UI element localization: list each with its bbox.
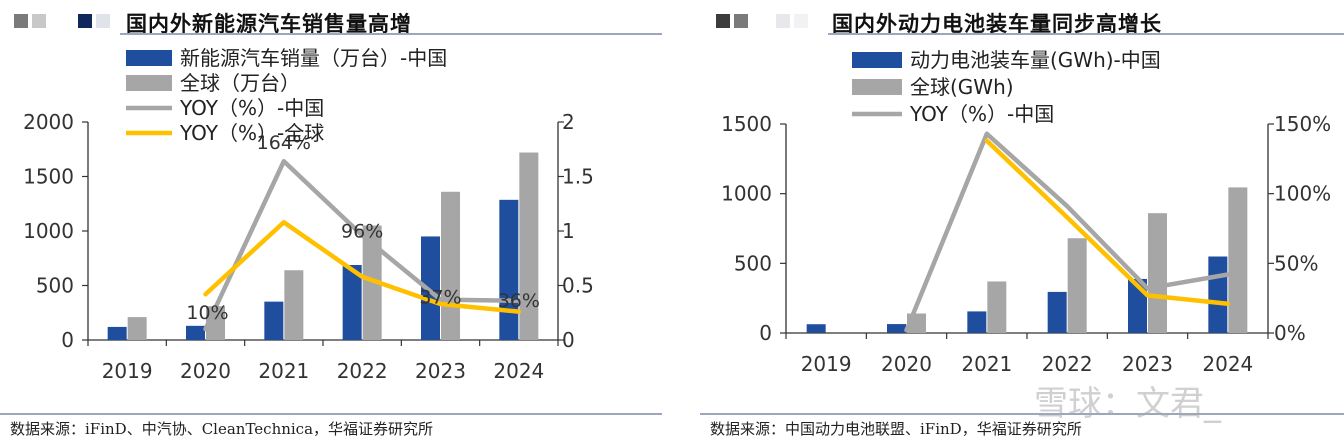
legend-label: 动力电池装车量(GWh)-中国 (910, 48, 1161, 72)
data-label: 96% (341, 220, 383, 242)
legend-label: YOY（%）-中国 (179, 96, 324, 120)
data-label: 164% (257, 132, 311, 154)
x-tick-label: 2024 (493, 359, 544, 383)
bar-china (107, 326, 127, 340)
title-decor-square-grey (734, 14, 748, 28)
watermark: 雪球：文君_ (1034, 384, 1221, 424)
x-tick-label: 2023 (415, 359, 466, 383)
data-label: 36% (498, 290, 540, 312)
bar-global (1148, 213, 1167, 333)
title-decor-square-grey (14, 14, 28, 28)
x-tick-label: 2021 (258, 359, 309, 383)
y-right-tick-label: 1 (562, 219, 575, 243)
x-tick-label: 2020 (180, 359, 231, 383)
y-right-tick-label: 0 (562, 328, 575, 352)
title-decor-square-lighter (794, 14, 808, 28)
y-left-tick-label: 1000 (23, 219, 74, 243)
title-decor-square-pale (776, 14, 790, 28)
bar-china (342, 265, 362, 340)
bar-global (519, 152, 539, 340)
bar-china (264, 301, 284, 340)
x-tick-label: 2023 (1122, 352, 1173, 376)
x-tick-label: 2024 (1202, 352, 1253, 376)
x-tick-label: 2019 (102, 359, 153, 383)
y-left-tick-label: 2000 (23, 110, 74, 134)
y-left-tick-label: 1500 (721, 112, 772, 136)
yoy-line-china (203, 158, 522, 332)
legend-label: 新能源汽车销量（万台）-中国 (180, 46, 447, 70)
chart-title: 国内外新能源汽车销售量高增 (126, 11, 412, 36)
y-left-tick-label: 500 (734, 251, 772, 275)
bar-china (1047, 291, 1067, 333)
bar-global (1228, 187, 1248, 333)
data-source: 数据来源：iFinD、中汽协、CleanTechnica，华福证券研究所 (10, 420, 434, 438)
y-left-tick-label: 0 (61, 328, 74, 352)
y-right-tick-label: 100% (1274, 182, 1331, 206)
y-right-tick-label: 0.5 (562, 274, 594, 298)
legend-label: YOY（%）-中国 (909, 102, 1054, 126)
bar-china (499, 199, 519, 340)
legend-label: 全球(GWh) (910, 75, 1014, 99)
bar-global (284, 270, 304, 340)
title-decor-square-navy (78, 14, 92, 28)
title-decor-square-pale (96, 14, 110, 28)
y-right-tick-label: 50% (1274, 251, 1318, 275)
data-source: 数据来源：中国动力电池联盟、iFinD，华福证券研究所 (710, 420, 1082, 438)
data-label: 37% (419, 287, 461, 309)
x-tick-label: 2020 (881, 352, 932, 376)
chart-panel-battery-installs: 国内外动力电池装车量同步高增长 0 500 1000 1500 0% 50% 100% 150… (700, 0, 1344, 442)
legend-swatch-bar (126, 50, 172, 66)
legend-label: 全球（万台） (180, 71, 300, 95)
yoy-line-china (904, 131, 1231, 333)
yoy-line-global (984, 138, 1231, 306)
bar-china (967, 311, 987, 333)
x-tick-label: 2022 (1042, 352, 1093, 376)
bar-global (441, 191, 460, 340)
x-tick-label: 2019 (801, 352, 852, 376)
bar-global (987, 281, 1007, 333)
x-tick-label: 2022 (337, 359, 388, 383)
title-bar: 国内外新能源汽车销售量高增 (0, 4, 662, 36)
y-left-tick-label: 500 (36, 274, 74, 298)
y-left-tick-label: 0 (759, 321, 772, 345)
source-divider (700, 413, 1344, 415)
title-decor-square-dark (716, 14, 730, 28)
data-label: 10% (186, 302, 228, 324)
chart-panel-ev-sales: 国内外新能源汽车销售量高增 0 500 1000 1500 2000 0 0.5 1 1.5 2 2… (0, 0, 662, 442)
battery-installs-chart: 0 500 1000 1500 0% 50% 100% 150% 2019 2020 2021 202… (721, 48, 1331, 376)
y-left-tick-label: 1000 (721, 182, 772, 206)
legend-swatch-bar (852, 79, 902, 95)
bar-global (127, 317, 147, 340)
legend-label: YOY（%）-全球 (179, 121, 324, 145)
chart-title: 国内外动力电池装车量同步高增长 (832, 11, 1162, 36)
bar-china (1208, 256, 1228, 333)
y-right-tick-label: 2 (562, 110, 575, 134)
y-left-tick-label: 1500 (23, 165, 74, 189)
title-divider (828, 33, 1344, 35)
legend-swatch-bar (852, 52, 902, 68)
y-right-tick-label: 150% (1274, 112, 1331, 136)
bar-china (887, 324, 906, 333)
bar-china (421, 236, 440, 340)
bar-china (186, 325, 205, 340)
ev-sales-chart: 0 500 1000 1500 2000 0 0.5 1 1.5 2 2019 2020 2021 202… (23, 46, 594, 383)
legend-swatch-bar (126, 75, 172, 91)
bar-global (362, 225, 382, 340)
y-right-tick-label: 1.5 (562, 165, 594, 189)
y-right-tick-label: 0% (1274, 321, 1306, 345)
bar-global (1067, 238, 1087, 333)
title-divider (120, 33, 662, 35)
yoy-line-global (203, 220, 522, 314)
title-decor-square-light (32, 14, 46, 28)
source-divider (0, 413, 662, 415)
x-tick-label: 2021 (961, 352, 1012, 376)
bar-china (806, 324, 826, 333)
title-bar: 国内外动力电池装车量同步高增长 (700, 4, 1344, 36)
